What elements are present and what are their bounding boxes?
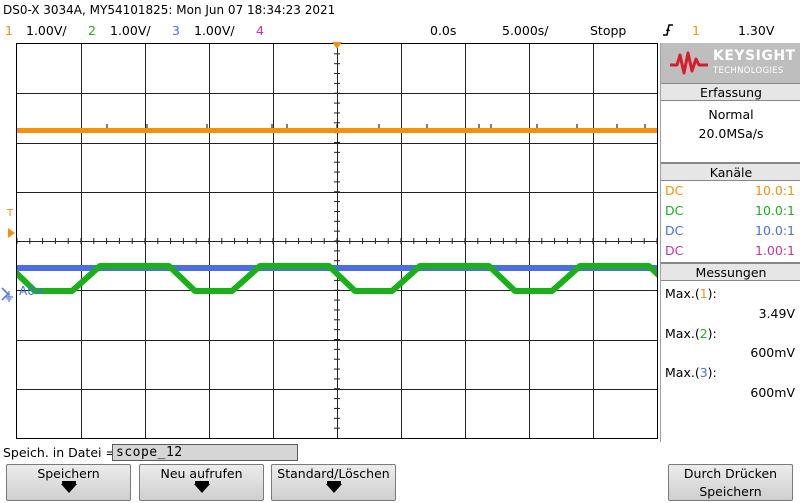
save-button-label: Speichern bbox=[37, 466, 100, 481]
recall-down-arrow-icon bbox=[140, 481, 263, 493]
brand-logo: KEYSIGHT TECHNOLOGIES bbox=[661, 43, 800, 84]
ch2-coupling: DC bbox=[665, 203, 684, 218]
keysight-wave-icon bbox=[670, 51, 708, 75]
side-panel: KEYSIGHT TECHNOLOGIES Erfassung Normal 2… bbox=[660, 43, 800, 442]
measurement-2-channel: 2 bbox=[699, 326, 708, 341]
ch1-number[interactable]: 1 bbox=[5, 23, 13, 38]
grid-lines bbox=[17, 44, 657, 438]
save-down-arrow-icon bbox=[7, 481, 130, 493]
default-erase-button-label: Standard/Löschen bbox=[277, 466, 390, 481]
ch4-probe: 1.00:1 bbox=[755, 243, 795, 258]
measurement-1-prefix: Max.( bbox=[665, 286, 700, 301]
measurement-1-suffix: ): bbox=[707, 286, 717, 301]
channels-panel: DC 10.0:1 DC 10.0:1 DC 10.0:1 DC 1.00:1 bbox=[661, 181, 800, 263]
measurement-3-suffix: ): bbox=[707, 365, 717, 380]
filename-field[interactable]: scope_12 bbox=[112, 444, 298, 461]
status-bar: 1 1.00V/ 2 1.00V/ 3 1.00V/ 4 0.0s 5.000s… bbox=[0, 21, 800, 41]
save-file-bar: Speich. in Datei = bbox=[0, 443, 800, 463]
waveform-display[interactable] bbox=[16, 42, 658, 439]
ch2-scale[interactable]: 1.00V/ bbox=[110, 23, 151, 38]
waveform-grid-svg bbox=[17, 44, 657, 438]
sample-rate: 20.0MSa/s bbox=[698, 126, 764, 141]
ch1-scale[interactable]: 1.00V/ bbox=[26, 23, 67, 38]
acquisition-header[interactable]: Erfassung bbox=[661, 83, 800, 101]
brand-name: KEYSIGHT bbox=[713, 48, 796, 64]
measurement-3-label: Max.(3): bbox=[665, 365, 717, 380]
press-to-save-line2: Speichern bbox=[699, 484, 762, 499]
measurement-1-channel: 1 bbox=[699, 286, 708, 301]
ch1-probe: 10.0:1 bbox=[755, 183, 795, 198]
measurements-panel: Max.(1): 3.49V Max.(2): 600mV Max.(3): 6… bbox=[661, 281, 800, 442]
trigger-level-marker[interactable]: T bbox=[7, 208, 14, 219]
default-down-arrow-icon bbox=[272, 481, 395, 493]
ch2-probe: 10.0:1 bbox=[755, 203, 795, 218]
save-button[interactable]: Speichern bbox=[6, 464, 131, 501]
ch3-coupling: DC bbox=[665, 223, 684, 238]
channel-row-3[interactable]: DC 10.0:1 bbox=[661, 221, 800, 241]
trigger-channel[interactable]: 1 bbox=[692, 23, 700, 38]
ground-icon bbox=[1, 283, 17, 307]
ch4-coupling: DC bbox=[665, 243, 684, 258]
brand-subtitle: TECHNOLOGIES bbox=[713, 66, 784, 76]
save-file-label: Speich. in Datei = bbox=[3, 445, 116, 460]
measurement-2-prefix: Max.( bbox=[665, 326, 700, 341]
ch3-waveform bbox=[17, 265, 657, 271]
measurement-1-value: 3.49V bbox=[758, 306, 795, 321]
ch3-probe: 10.0:1 bbox=[755, 223, 795, 238]
ch1-coupling: DC bbox=[665, 183, 684, 198]
channel-row-1[interactable]: DC 10.0:1 bbox=[661, 181, 800, 201]
ch2-waveform bbox=[17, 263, 657, 294]
measurement-2-label: Max.(2): bbox=[665, 326, 717, 341]
measurement-3-channel: 3 bbox=[699, 365, 708, 380]
measurements-header[interactable]: Messungen bbox=[661, 263, 800, 281]
ch4-number[interactable]: 4 bbox=[256, 23, 264, 38]
ch3-ground-label[interactable]: A0< bbox=[19, 284, 45, 298]
recall-button[interactable]: Neu aufrufen bbox=[139, 464, 264, 501]
ch3-number[interactable]: 3 bbox=[172, 23, 180, 38]
trigger-position-icon[interactable] bbox=[332, 42, 342, 50]
instrument-title: DS0-X 3034A, MY54101825: Mon Jun 07 18:3… bbox=[3, 3, 336, 17]
measurement-1-label: Max.(1): bbox=[665, 286, 717, 301]
ch2-number[interactable]: 2 bbox=[88, 23, 96, 38]
ch1-waveform bbox=[17, 128, 657, 133]
press-to-save-button[interactable]: Durch Drücken Speichern bbox=[668, 464, 793, 501]
channel-row-2[interactable]: DC 10.0:1 bbox=[661, 201, 800, 221]
ch3-scale[interactable]: 1.00V/ bbox=[194, 23, 235, 38]
acquisition-mode: Normal bbox=[708, 107, 754, 122]
trigger-level[interactable]: 1.30V bbox=[738, 23, 775, 38]
ground-marker-label: A0 bbox=[19, 284, 35, 298]
measurement-3-prefix: Max.( bbox=[665, 365, 700, 380]
measurement-2-value: 600mV bbox=[750, 345, 795, 360]
trigger-edge-icon bbox=[662, 20, 674, 46]
recall-button-label: Neu aufrufen bbox=[160, 466, 243, 481]
trigger-level-arrow-icon bbox=[8, 223, 16, 242]
time-offset[interactable]: 0.0s bbox=[430, 23, 457, 38]
channel-row-4[interactable]: DC 1.00:1 bbox=[661, 241, 800, 261]
measurement-3-value: 600mV bbox=[750, 385, 795, 400]
acquisition-panel: Normal 20.0MSa/s bbox=[661, 101, 800, 163]
ch1-noise-spikes bbox=[106, 124, 646, 128]
press-to-save-line1: Durch Drücken bbox=[683, 466, 778, 481]
channels-header[interactable]: Kanäle bbox=[661, 163, 800, 181]
time-scale[interactable]: 5.000s/ bbox=[502, 23, 549, 38]
default-erase-button[interactable]: Standard/Löschen bbox=[271, 464, 396, 501]
title-bar: DS0-X 3034A, MY54101825: Mon Jun 07 18:3… bbox=[0, 0, 800, 20]
run-state[interactable]: Stopp bbox=[590, 23, 627, 38]
measurement-2-suffix: ): bbox=[707, 326, 717, 341]
